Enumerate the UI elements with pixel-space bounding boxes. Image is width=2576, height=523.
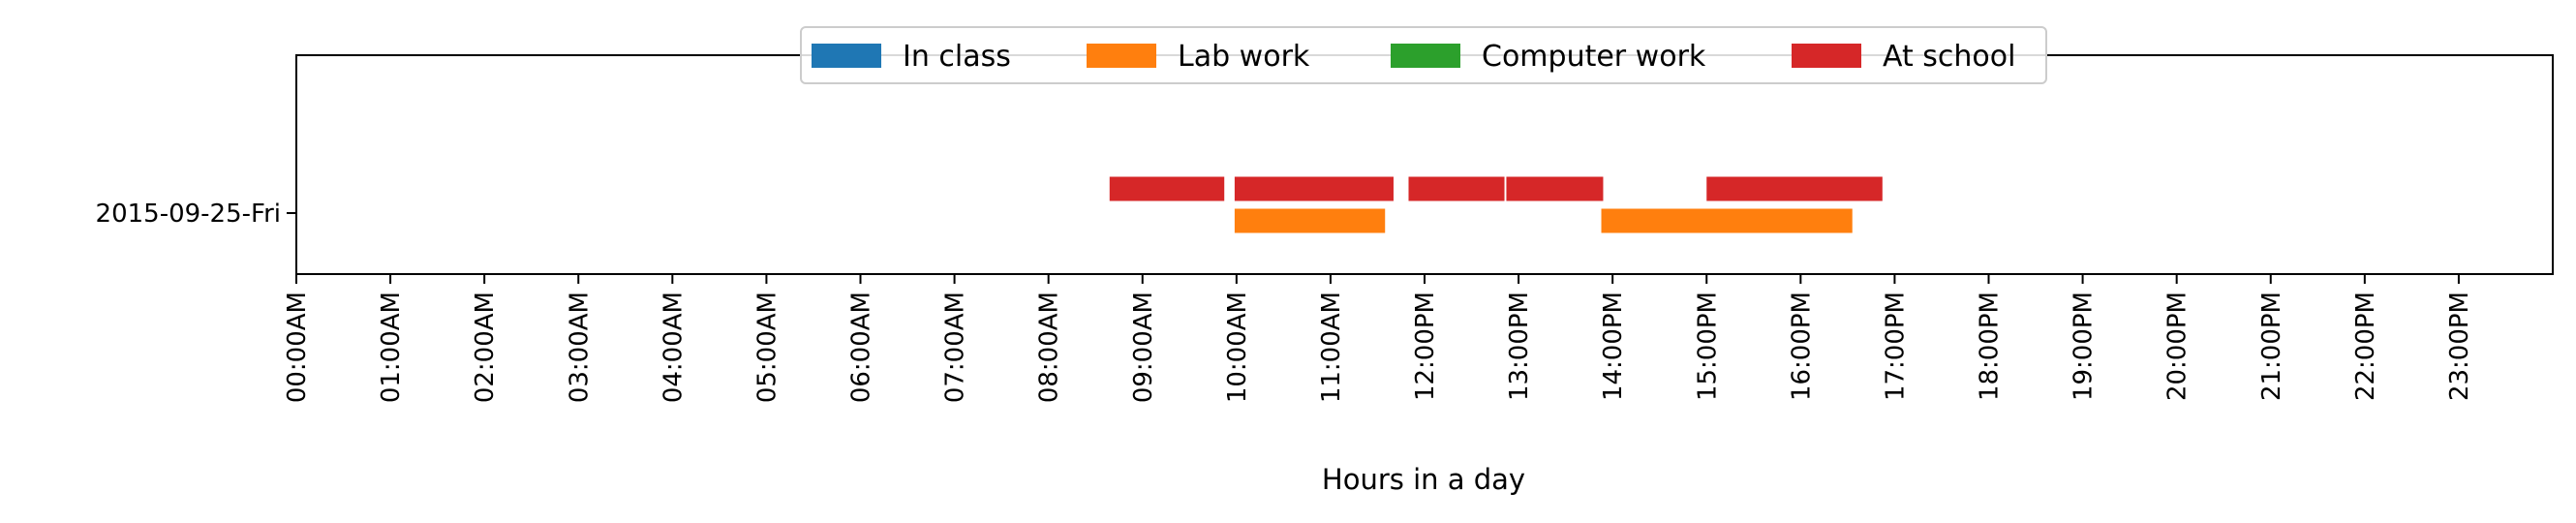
bars-layer (1109, 176, 1883, 233)
bar-at-school (1706, 176, 1883, 201)
bar-lab-work (1601, 208, 1853, 233)
x-tick-label: 01:00AM (377, 292, 406, 403)
x-tick-label: 21:00PM (2257, 292, 2286, 401)
legend-label: At school (1883, 40, 2015, 74)
legend-swatch (1792, 44, 1861, 68)
x-tick-label: 03:00AM (565, 292, 594, 403)
x-tick-label: 13:00PM (1505, 292, 1534, 401)
x-tick-label: 20:00PM (2163, 292, 2193, 401)
legend-label: Lab work (1178, 40, 1310, 74)
x-tick-label: 12:00PM (1411, 292, 1440, 401)
x-tick-label: 08:00AM (1035, 292, 1064, 403)
x-tick-label: 04:00AM (659, 292, 688, 403)
x-tick-label: 09:00AM (1129, 292, 1158, 403)
x-tick-label: 07:00AM (941, 292, 970, 403)
bar-at-school (1408, 176, 1505, 201)
x-tick-label: 06:00AM (847, 292, 876, 403)
x-tick-label: 05:00AM (752, 292, 782, 403)
x-tick-label: 17:00PM (1881, 292, 1910, 401)
x-tick-label: 22:00PM (2351, 292, 2380, 401)
x-tick-label: 16:00PM (1787, 292, 1816, 401)
legend-label: In class (903, 40, 1011, 74)
y-axis: 2015-09-25-Fri (96, 200, 296, 229)
x-tick-label: 19:00PM (2070, 292, 2099, 401)
x-tick-label: 10:00AM (1223, 292, 1252, 403)
x-axis: 00:00AM 01:00AM 02:00AM 03:00AM 04:00AM 05:00… (283, 274, 2474, 403)
x-tick-label: 15:00PM (1693, 292, 1722, 401)
x-tick-label: 00:00AM (283, 292, 312, 403)
bar-at-school (1234, 176, 1394, 201)
legend: In class Lab work Computer work At school (800, 26, 2047, 84)
x-tick-label: 02:00AM (471, 292, 500, 403)
bar-at-school (1506, 176, 1604, 201)
bar-lab-work (1234, 208, 1386, 233)
x-tick-label: 14:00PM (1599, 292, 1628, 401)
legend-swatch (1391, 44, 1460, 68)
legend-swatch (812, 44, 881, 68)
legend-swatch (1087, 44, 1156, 68)
legend-label: Computer work (1482, 40, 1706, 74)
plot-frame (295, 54, 2554, 275)
y-tick-label: 2015-09-25-Fri (96, 200, 281, 229)
x-axis-title: Hours in a day (1322, 463, 1525, 496)
x-tick-label: 23:00PM (2445, 292, 2474, 401)
bar-at-school (1109, 176, 1225, 201)
x-tick-label: 18:00PM (1976, 292, 2005, 401)
x-tick-label: 11:00AM (1317, 292, 1346, 403)
